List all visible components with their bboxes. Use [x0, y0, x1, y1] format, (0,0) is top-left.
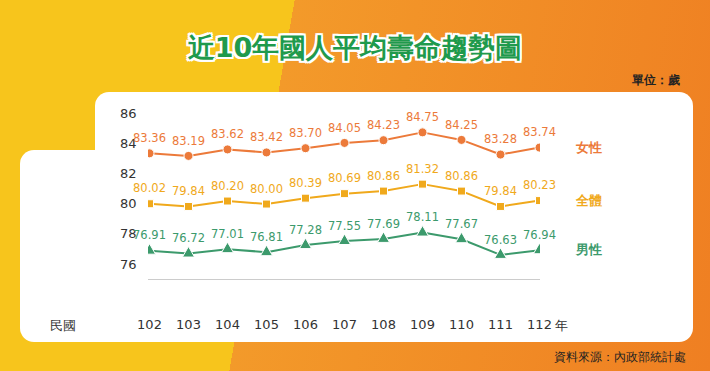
svg-text:80.86: 80.86: [445, 169, 478, 183]
svg-text:80.86: 80.86: [367, 169, 400, 183]
svg-text:80.02: 80.02: [133, 181, 166, 195]
svg-text:76.72: 76.72: [172, 231, 205, 245]
svg-text:83.36: 83.36: [133, 131, 166, 145]
svg-text:全體: 全體: [575, 193, 602, 208]
svg-text:76: 76: [120, 257, 137, 272]
svg-text:80.39: 80.39: [289, 176, 322, 190]
svg-text:83.70: 83.70: [289, 126, 322, 140]
svg-text:77.28: 77.28: [289, 223, 322, 237]
svg-text:77.55: 77.55: [328, 219, 361, 233]
svg-text:84.75: 84.75: [406, 110, 439, 124]
html-text:民國: 民國: [50, 318, 76, 333]
svg-text:104: 104: [215, 317, 240, 332]
svg-text:105: 105: [254, 317, 279, 332]
svg-text:80.23: 80.23: [523, 178, 556, 192]
svg-text:86: 86: [120, 106, 137, 121]
svg-text:男性: 男性: [575, 242, 602, 257]
html-text:年: 年: [555, 318, 568, 333]
svg-text:80.20: 80.20: [211, 179, 244, 193]
svg-text:84.05: 84.05: [328, 121, 361, 135]
svg-text:76.91: 76.91: [133, 228, 166, 242]
html-text:單位：歲: 單位：歲: [632, 73, 680, 87]
svg-text:79.84: 79.84: [172, 184, 205, 198]
svg-text:80.69: 80.69: [328, 171, 361, 185]
svg-text:83.28: 83.28: [484, 132, 517, 146]
svg-text:77.67: 77.67: [445, 217, 478, 231]
svg-text:84.25: 84.25: [445, 118, 478, 132]
svg-text:80.00: 80.00: [250, 182, 283, 196]
svg-text:79.84: 79.84: [484, 184, 517, 198]
svg-text:78: 78: [120, 226, 137, 242]
html-text:近10年國人平均壽命趨勢圖: 近10年國人平均壽命趨勢圖: [187, 32, 523, 63]
svg-text:84.23: 84.23: [367, 118, 400, 132]
svg-text:76.94: 76.94: [523, 228, 556, 242]
svg-text:80: 80: [120, 196, 137, 211]
svg-text:76.81: 76.81: [250, 230, 283, 244]
svg-text:103: 103: [176, 317, 201, 332]
svg-text:108: 108: [371, 317, 396, 332]
svg-text:83.19: 83.19: [172, 134, 205, 148]
svg-text:83.74: 83.74: [523, 125, 556, 139]
svg-text:84: 84: [120, 135, 137, 151]
svg-text:82: 82: [120, 166, 137, 181]
svg-text:女性: 女性: [575, 140, 602, 155]
html-text:資料來源：內政部統計處: 資料來源：內政部統計處: [554, 350, 686, 364]
svg-text:76.63: 76.63: [484, 233, 517, 247]
svg-text:78.11: 78.11: [406, 210, 439, 224]
svg-text:81.32: 81.32: [406, 162, 439, 176]
svg-text:83.62: 83.62: [211, 127, 244, 141]
svg-text:109: 109: [410, 317, 435, 332]
svg-text:77.01: 77.01: [211, 227, 244, 241]
svg-text:111: 111: [488, 317, 513, 332]
svg-text:77.69: 77.69: [367, 217, 400, 231]
svg-text:110: 110: [449, 317, 474, 332]
svg-text:112: 112: [527, 317, 552, 332]
svg-text:102: 102: [137, 317, 162, 332]
svg-text:106: 106: [293, 317, 318, 332]
svg-text:107: 107: [332, 317, 357, 332]
svg-text:83.42: 83.42: [250, 130, 283, 144]
